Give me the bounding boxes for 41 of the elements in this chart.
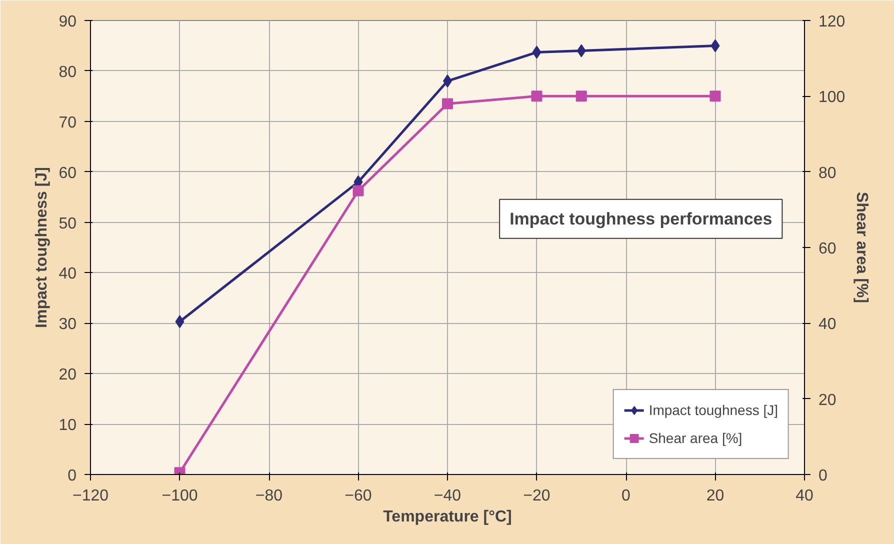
legend-label: Shear area [%] (648, 430, 742, 446)
y-tick-label: 40 (58, 266, 77, 283)
point (532, 46, 542, 59)
y-tick-label: 60 (58, 164, 77, 182)
x-tick-label: −40 (434, 488, 462, 504)
y2-axis-title: Shear area [%] (853, 192, 870, 304)
point (576, 44, 586, 58)
y-axis-title: Impact toughness [J] (34, 167, 51, 328)
legend-label: Impact toughness [J] (648, 402, 778, 418)
y2-tick-label: 40 (818, 316, 836, 334)
x-tick-label: −100 (162, 488, 198, 504)
x-tick-label: −60 (344, 488, 372, 504)
point (710, 90, 721, 102)
x-tick-label: −80 (255, 488, 283, 504)
y-tick-label: 80 (58, 64, 77, 81)
point (352, 185, 364, 196)
x-tick-label: −120 (72, 488, 109, 504)
y-tick-label: 10 (58, 417, 77, 434)
y-tick-label: 20 (58, 366, 77, 384)
y-tick-label: 90 (58, 14, 77, 30)
x-tick-label: 40 (796, 488, 814, 504)
y2-tick-label: 60 (818, 240, 836, 258)
y-tick-label: 0 (68, 468, 77, 484)
y-tick-label: 70 (58, 114, 77, 132)
point (576, 90, 587, 102)
y-tick-label: 50 (58, 215, 77, 232)
annotation: Impact toughness performances (510, 209, 772, 228)
x-tick-label: 0 (622, 488, 631, 504)
y2-tick-label: 80 (818, 164, 836, 182)
y2-tick-label: 0 (818, 468, 828, 484)
point (710, 39, 720, 52)
x-tick-label: 20 (706, 488, 724, 504)
point (442, 98, 453, 110)
point (175, 315, 184, 328)
x-axis-title: Temperature [°C] (383, 508, 512, 526)
y-tick-label: 30 (58, 316, 77, 334)
y2-tick-label: 100 (818, 89, 846, 106)
point (531, 90, 542, 102)
y2-tick-label: 20 (818, 392, 836, 409)
y2-tick-label: 120 (818, 14, 846, 30)
x-tick-label: −20 (523, 488, 550, 504)
